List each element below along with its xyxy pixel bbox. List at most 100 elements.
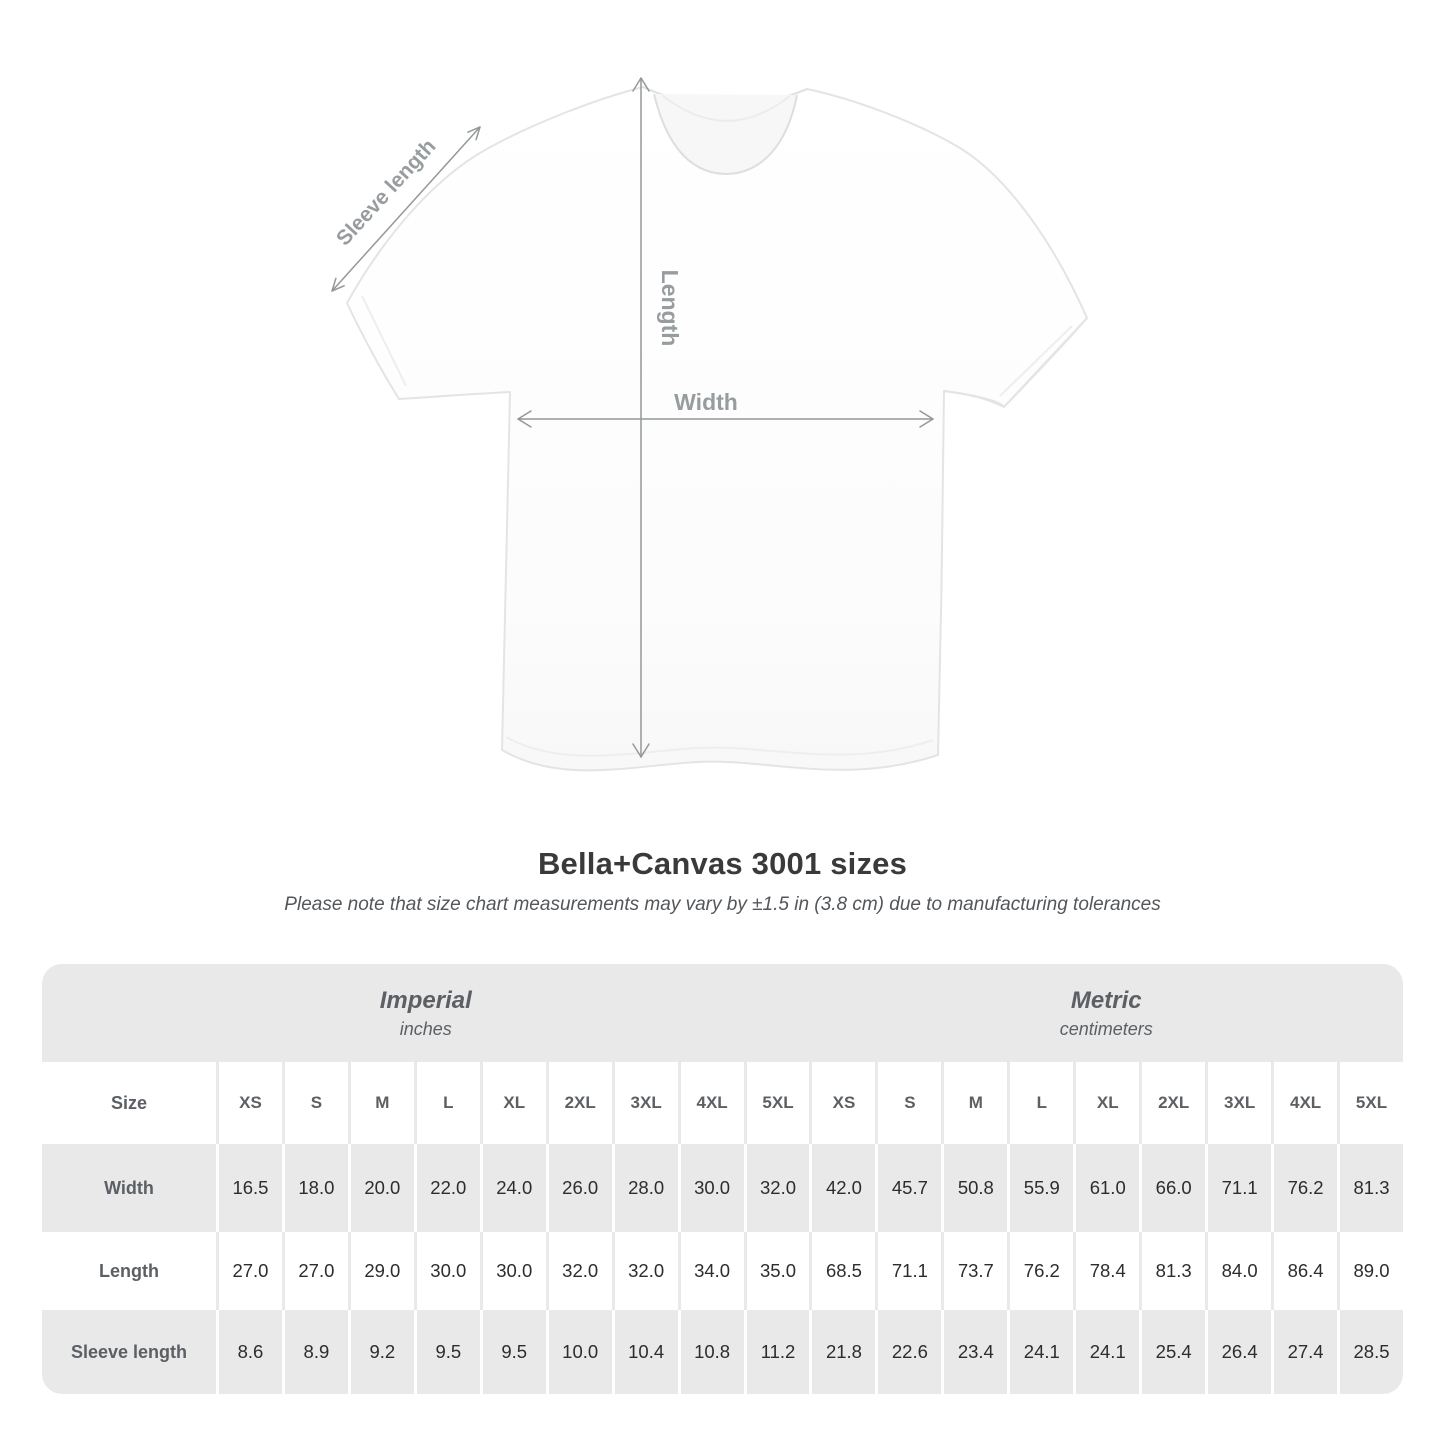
- width-metric-value: 42.0: [809, 1144, 875, 1232]
- width-metric-value: 55.9: [1007, 1144, 1073, 1232]
- imperial-header-group: Imperial inches: [42, 964, 810, 1062]
- width-imperial-value: 26.0: [545, 1144, 612, 1232]
- width-metric-value: 71.1: [1205, 1144, 1271, 1232]
- length-metric-value: 78.4: [1073, 1232, 1139, 1310]
- length-metric-value: 86.4: [1271, 1232, 1337, 1310]
- tshirt-left-cuff-seam: [361, 295, 407, 387]
- size-header-imperial-m: M: [347, 1062, 414, 1144]
- size-table: Imperial inches Metric centimeters Size …: [42, 964, 1403, 1394]
- length-imperial-value: 27.0: [281, 1232, 348, 1310]
- size-header-imperial-3xl: 3XL: [611, 1062, 678, 1144]
- size-header-imperial-s: S: [281, 1062, 348, 1144]
- width-imperial-value: 24.0: [479, 1144, 546, 1232]
- sleeve-length-imperial-value: 10.0: [545, 1310, 612, 1394]
- sleeve-length-metric-value: 25.4: [1139, 1310, 1205, 1394]
- length-metric-value: 84.0: [1205, 1232, 1271, 1310]
- width-imperial-value: 30.0: [677, 1144, 744, 1232]
- sleeve-length-imperial-value: 9.5: [413, 1310, 480, 1394]
- size-header-imperial-l: L: [413, 1062, 480, 1144]
- size-header-imperial-5xl: 5XL: [743, 1062, 810, 1144]
- width-arrow: [517, 410, 934, 428]
- size-header-imperial-xs: XS: [216, 1062, 282, 1144]
- length-metric-value: 68.5: [809, 1232, 875, 1310]
- metric-header-title: Metric: [1070, 986, 1142, 1014]
- tshirt-svg: Sleeve length Length Width: [331, 77, 1088, 772]
- width-metric-value: 66.0: [1139, 1144, 1205, 1232]
- sleeve-length-imperial-value: 9.5: [479, 1310, 546, 1394]
- width-row-label: Width: [104, 1177, 154, 1198]
- tshirt-collar-rib: [661, 94, 791, 122]
- sleeve-length-imperial-value: 10.8: [677, 1310, 744, 1394]
- size-header-metric-5xl: 5XL: [1337, 1062, 1403, 1144]
- size-header-metric-xl: XL: [1073, 1062, 1139, 1144]
- sleeve-length-row: Sleeve length 8.6 8.9 9.2 9.5 9.5 10.0 10.4 10.…: [42, 1310, 1403, 1394]
- width-row: Width 16.5 18.0 20.0 22.0 24.0 26.0 28.0 30.0 32…: [42, 1144, 1403, 1232]
- size-header-row: Size XS S M L XL 2XL 3XL 4XL 5XL XS S M L XL 2XL 3XL 4XL…: [42, 1062, 1403, 1144]
- length-metric-value: 81.3: [1139, 1232, 1205, 1310]
- length-arrow: [632, 77, 650, 758]
- width-metric-value: 81.3: [1337, 1144, 1403, 1232]
- width-metric-value: 61.0: [1073, 1144, 1139, 1232]
- sleeve-length-imperial-value: 8.6: [216, 1310, 282, 1394]
- sleeve-length-metric-value: 23.4: [941, 1310, 1007, 1394]
- length-imperial-value: 29.0: [347, 1232, 414, 1310]
- width-metric-value: 45.7: [875, 1144, 941, 1232]
- width-imperial-value: 18.0: [281, 1144, 348, 1232]
- sleeve-length-metric-value: 28.5: [1337, 1310, 1403, 1394]
- width-imperial-value: 32.0: [743, 1144, 810, 1232]
- tshirt-right-cuff-seam: [999, 325, 1073, 397]
- width-label: Width: [674, 389, 738, 415]
- size-header-metric-2xl: 2XL: [1139, 1062, 1205, 1144]
- sleeve-length-arrow: [331, 126, 481, 292]
- width-metric-value: 50.8: [941, 1144, 1007, 1232]
- metric-header-group: Metric centimeters: [810, 964, 1404, 1062]
- tshirt-hem-seam: [505, 736, 934, 757]
- length-imperial-value: 30.0: [413, 1232, 480, 1310]
- size-header-imperial-xl: XL: [479, 1062, 546, 1144]
- sleeve-length-imperial-value: 11.2: [743, 1310, 810, 1394]
- sleeve-length-imperial-value: 8.9: [281, 1310, 348, 1394]
- size-header-metric-4xl: 4XL: [1271, 1062, 1337, 1144]
- tshirt-body: [346, 86, 1088, 772]
- sleeve-length-metric-value: 22.6: [875, 1310, 941, 1394]
- metric-header-unit: centimeters: [1059, 1018, 1153, 1039]
- length-imperial-value: 27.0: [216, 1232, 282, 1310]
- width-imperial-value: 28.0: [611, 1144, 678, 1232]
- length-imperial-value: 32.0: [611, 1232, 678, 1310]
- length-label: Length: [657, 270, 683, 347]
- page-title: Bella+Canvas 3001 sizes: [537, 846, 908, 881]
- length-row: Length 27.0 27.0 29.0 30.0 30.0 32.0 32.0 34.0 3…: [42, 1232, 1403, 1310]
- length-metric-value: 76.2: [1007, 1232, 1073, 1310]
- width-imperial-value: 20.0: [347, 1144, 414, 1232]
- width-imperial-value: 16.5: [216, 1144, 282, 1232]
- sleeve-length-imperial-value: 10.4: [611, 1310, 678, 1394]
- sleeve-length-row-label: Sleeve length: [70, 1341, 188, 1362]
- imperial-header-title: Imperial: [379, 986, 472, 1014]
- sleeve-length-metric-value: 24.1: [1073, 1310, 1139, 1394]
- sleeve-length-metric-value: 24.1: [1007, 1310, 1073, 1394]
- imperial-header-unit: inches: [399, 1018, 452, 1039]
- size-header-metric-l: L: [1007, 1062, 1073, 1144]
- length-metric-value: 89.0: [1337, 1232, 1403, 1310]
- size-header-imperial-4xl: 4XL: [677, 1062, 744, 1144]
- width-metric-value: 76.2: [1271, 1144, 1337, 1232]
- page-subtitle: Please note that size chart measurements…: [284, 894, 1161, 915]
- length-imperial-value: 35.0: [743, 1232, 810, 1310]
- length-imperial-value: 34.0: [677, 1232, 744, 1310]
- sleeve-length-metric-value: 21.8: [809, 1310, 875, 1394]
- unit-header-row: Imperial inches Metric centimeters: [42, 964, 1403, 1062]
- length-metric-value: 71.1: [875, 1232, 941, 1310]
- length-imperial-value: 30.0: [479, 1232, 546, 1310]
- size-header-metric-xs: XS: [809, 1062, 875, 1144]
- sleeve-length-metric-value: 27.4: [1271, 1310, 1337, 1394]
- size-header-imperial-2xl: 2XL: [545, 1062, 612, 1144]
- tshirt-diagram: Sleeve length Length Width: [331, 77, 1088, 772]
- length-metric-value: 73.7: [941, 1232, 1007, 1310]
- sleeve-length-imperial-value: 9.2: [347, 1310, 414, 1394]
- length-row-label: Length: [99, 1260, 159, 1281]
- width-imperial-value: 22.0: [413, 1144, 480, 1232]
- length-imperial-value: 32.0: [545, 1232, 612, 1310]
- size-header-metric-3xl: 3XL: [1205, 1062, 1271, 1144]
- tshirt-right-cuff: [943, 317, 1088, 408]
